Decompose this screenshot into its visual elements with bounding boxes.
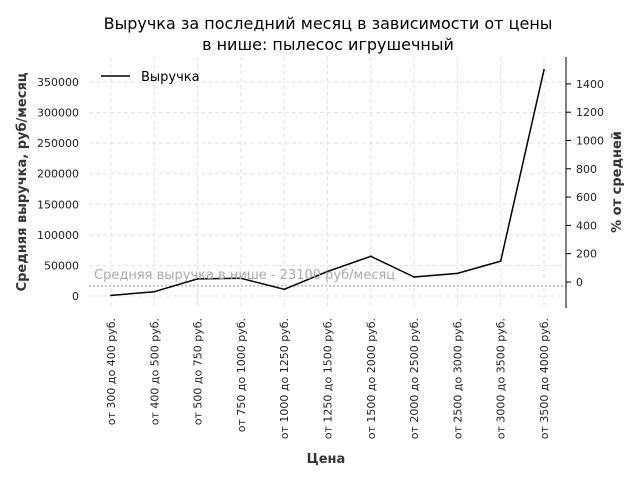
x-tick-label: от 400 до 500 руб. [148, 318, 161, 425]
x-tick-label: от 3500 до 4000 руб. [538, 318, 551, 439]
legend: Выручка [101, 70, 200, 85]
x-tick-label: от 1000 до 1250 руб. [278, 318, 291, 439]
data-point [456, 272, 459, 275]
y-left-tick-label: 100000 [37, 229, 79, 242]
y-axis-right-ticks: 0 200 400 600 800 1000 1200 1400 [566, 78, 604, 289]
x-tick-label: от 300 до 400 руб. [105, 318, 118, 425]
legend-label: Выручка [141, 70, 200, 85]
data-point [369, 255, 372, 258]
x-tick-label: от 2500 до 3000 руб. [451, 318, 464, 439]
x-tick-label: от 1250 до 1500 руб. [322, 318, 335, 439]
x-axis-label: Цена [307, 452, 346, 467]
data-point [543, 68, 545, 71]
y-left-tick-label: 200000 [37, 168, 79, 181]
data-point [499, 260, 502, 263]
y-left-tick-label: 350000 [37, 76, 79, 89]
grid [89, 57, 566, 308]
y-axis-left-label: Средняя выручка, руб/месяц [15, 72, 30, 291]
data-point [240, 277, 242, 280]
y-left-tick-label: 300000 [37, 107, 79, 120]
y-right-tick-label: 200 [576, 248, 597, 261]
y-right-tick-label: 600 [576, 191, 597, 204]
y-left-tick-label: 0 [72, 290, 79, 303]
data-point [283, 288, 286, 291]
x-tick-label: от 1500 до 2000 руб. [365, 318, 378, 439]
x-axis-ticks: от 300 до 400 руб. от 400 до 500 руб. от 5… [105, 318, 551, 439]
data-point [153, 290, 156, 293]
y-right-tick-label: 1200 [576, 106, 604, 119]
y-left-tick-label: 50000 [44, 259, 79, 272]
x-tick-label: от 750 до 1000 руб. [235, 318, 248, 432]
chart-title-line-1: Выручка за последний месяц в зависимости… [104, 14, 553, 33]
series-group [110, 68, 545, 297]
data-point [196, 277, 199, 280]
y-right-tick-label: 800 [576, 163, 597, 176]
data-point [110, 294, 112, 297]
y-right-tick-label: 1400 [576, 78, 604, 91]
y-axis-right-label: % от средней [610, 131, 625, 233]
x-tick-label: от 3000 до 3500 руб. [495, 318, 508, 439]
y-right-tick-label: 1000 [576, 135, 604, 148]
data-point [413, 276, 415, 278]
chart-title-line-2: в нише: пылесос игрушечный [202, 35, 454, 54]
x-tick-label: от 500 до 750 руб. [192, 318, 205, 425]
y-right-tick-label: 400 [576, 219, 597, 232]
data-point [326, 270, 329, 273]
x-tick-label: от 2000 до 2500 руб. [408, 318, 421, 439]
average-label: Средняя выручка в нише - 23100 руб/месяц [94, 268, 395, 283]
y-axis-left-ticks: 0 50000 100000 150000 200000 250000 300000 3500… [37, 76, 79, 303]
y-right-tick-label: 0 [576, 276, 583, 289]
y-left-tick-label: 150000 [37, 198, 79, 211]
y-left-tick-label: 250000 [37, 137, 79, 150]
